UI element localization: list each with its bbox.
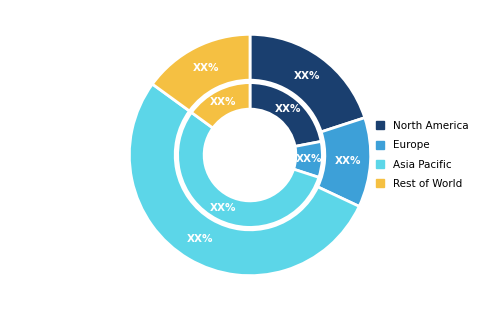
Wedge shape (178, 113, 319, 228)
Wedge shape (318, 118, 370, 206)
Text: XX%: XX% (274, 104, 301, 114)
Text: XX%: XX% (334, 156, 361, 166)
Text: XX%: XX% (210, 97, 236, 107)
Text: XX%: XX% (192, 63, 219, 73)
Text: XX%: XX% (187, 234, 214, 244)
Wedge shape (250, 82, 321, 146)
Wedge shape (250, 34, 365, 132)
Wedge shape (152, 34, 250, 111)
Wedge shape (192, 82, 250, 128)
Text: XX%: XX% (210, 203, 236, 213)
Legend: North America, Europe, Asia Pacific, Rest of World: North America, Europe, Asia Pacific, Res… (376, 121, 468, 189)
Text: XX%: XX% (296, 154, 322, 164)
Wedge shape (294, 141, 322, 177)
Wedge shape (130, 84, 359, 276)
Text: XX%: XX% (294, 71, 320, 81)
